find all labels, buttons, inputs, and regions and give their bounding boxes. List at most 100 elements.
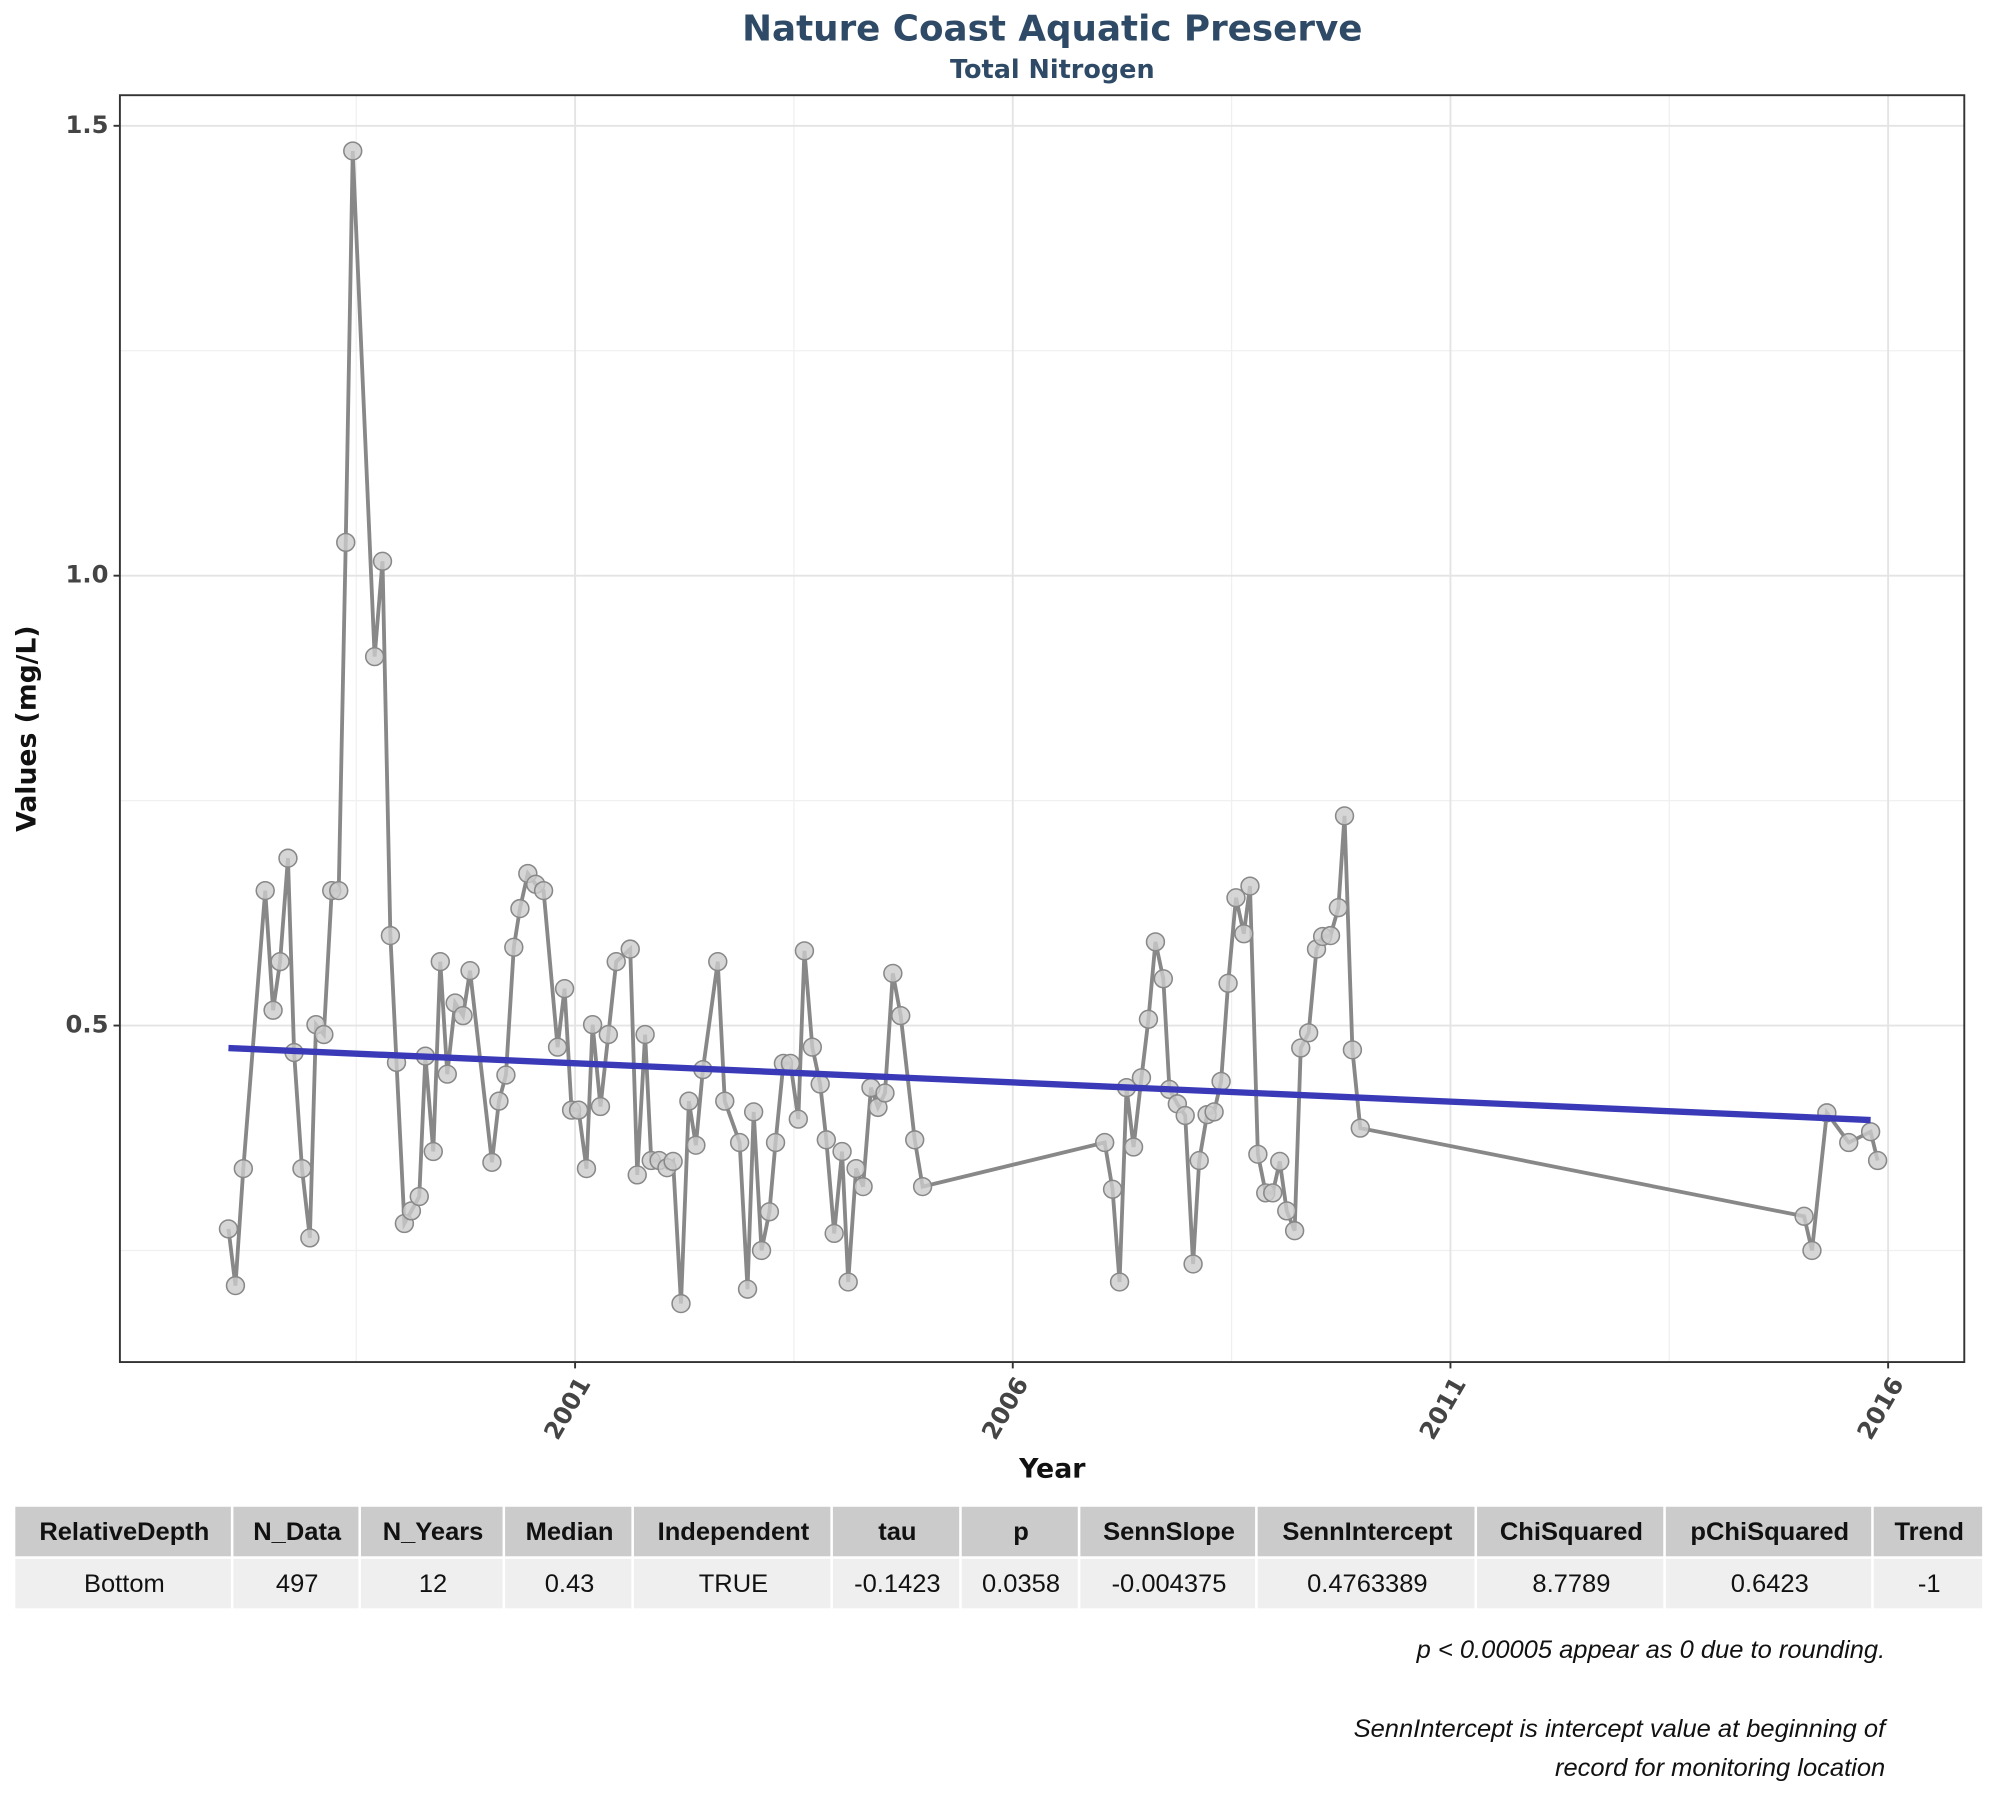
data-point: [430, 952, 450, 972]
table-header-cell: [233, 1506, 359, 1557]
data-point: [1867, 1150, 1888, 1171]
table-header: Independent: [658, 1518, 810, 1546]
data-point: [1794, 1206, 1814, 1226]
data-point: [568, 1100, 589, 1120]
y-axis-title: Values (mg/L): [12, 625, 43, 831]
x-tick-label: 2011: [1414, 1372, 1472, 1444]
data-point: [218, 1219, 239, 1239]
table-value: Bottom: [84, 1570, 165, 1598]
data-point: [832, 1141, 852, 1162]
table-header: p: [1013, 1518, 1029, 1546]
data-point: [292, 1158, 312, 1179]
data-point: [824, 1223, 844, 1244]
data-point: [912, 1176, 933, 1197]
data-point: [263, 1000, 283, 1020]
data-point: [1123, 1137, 1144, 1157]
data-point: [576, 1158, 597, 1179]
data-point: [343, 141, 363, 161]
data-point: [372, 551, 393, 571]
x-tick-label: 2001: [539, 1372, 597, 1444]
data-point: [504, 937, 524, 957]
data-point: [1298, 1023, 1319, 1043]
footnote: p < 0.00005 appear as 0 due to rounding.: [1416, 1636, 1886, 1664]
data-point: [1131, 1068, 1152, 1088]
table-cell: [961, 1558, 1078, 1609]
data-point: [590, 1096, 611, 1117]
table-value: -0.1423: [854, 1570, 940, 1598]
data-point: [627, 1165, 647, 1185]
data-point: [802, 1037, 823, 1057]
data-point: [671, 1293, 691, 1314]
data-point: [883, 963, 903, 984]
table-value: 12: [419, 1570, 447, 1598]
y-tick-label: 0.5: [66, 1011, 109, 1039]
table-header-cell: [1873, 1506, 1983, 1557]
data-point: [1802, 1240, 1822, 1261]
data-point: [1153, 969, 1174, 989]
table-header: ChiSquared: [1500, 1518, 1643, 1546]
data-point: [496, 1065, 516, 1085]
data-point: [1350, 1118, 1370, 1138]
table-cell: [505, 1558, 632, 1609]
table-header-cell: [505, 1506, 632, 1557]
trend-line: [228, 1044, 1871, 1124]
data-point: [838, 1272, 858, 1292]
data-point: [1240, 876, 1260, 896]
table-header: RelativeDepth: [39, 1518, 209, 1546]
data-point: [715, 1091, 735, 1111]
data-point: [737, 1279, 758, 1299]
data-point: [453, 1006, 473, 1026]
data-point: [905, 1130, 925, 1150]
data-point: [1277, 1201, 1297, 1221]
table-cell: [1873, 1558, 1983, 1609]
data-point: [729, 1132, 750, 1153]
data-point: [336, 532, 356, 553]
data-point: [743, 1102, 764, 1122]
data-point: [547, 1037, 568, 1057]
table-header-cell: [1477, 1506, 1664, 1557]
data-point: [1226, 888, 1246, 908]
table-value: 0.4763389: [1307, 1570, 1428, 1598]
data-line: [226, 150, 1880, 1304]
table-header-cell: [832, 1506, 960, 1557]
data-point: [314, 1024, 334, 1045]
footnote: record for monitoring location: [1555, 1754, 1885, 1782]
data-point: [533, 880, 554, 901]
data-point: [1234, 924, 1254, 944]
table-cell: [832, 1558, 960, 1609]
table-value: 497: [276, 1570, 319, 1598]
table-value: 8.7789: [1532, 1570, 1610, 1598]
table-header-cell: [961, 1506, 1078, 1557]
data-point: [1284, 1221, 1305, 1241]
data-point: [751, 1240, 772, 1261]
table-value: 0.43: [545, 1570, 595, 1598]
data-point: [233, 1158, 254, 1179]
data-point: [810, 1074, 830, 1094]
y-tick-label: 1.5: [66, 111, 109, 139]
data-point: [278, 848, 298, 868]
data-point: [1189, 1150, 1209, 1171]
table-header-cell: [360, 1506, 503, 1557]
data-point: [255, 880, 275, 901]
x-axis-title: Year: [1018, 1453, 1086, 1484]
data-point: [437, 1064, 457, 1084]
data-point: [1248, 1144, 1268, 1164]
table-header-cell: [15, 1506, 231, 1557]
table-value: -1: [1918, 1570, 1941, 1598]
data-point: [482, 1152, 502, 1172]
data-point: [708, 952, 728, 972]
data-point: [489, 1091, 509, 1111]
x-tick-label: 2016: [1852, 1372, 1910, 1444]
table-cell: [1477, 1558, 1664, 1609]
table-header-cell: [1080, 1506, 1256, 1557]
data-point: [1270, 1151, 1290, 1172]
table-value: TRUE: [699, 1570, 768, 1598]
data-point: [1218, 973, 1238, 993]
data-point: [875, 1083, 895, 1103]
data-point: [1094, 1132, 1115, 1153]
footnote: SennIntercept is intercept value at begi…: [1354, 1715, 1889, 1743]
data-point: [891, 1006, 911, 1026]
data-point: [635, 1024, 655, 1045]
